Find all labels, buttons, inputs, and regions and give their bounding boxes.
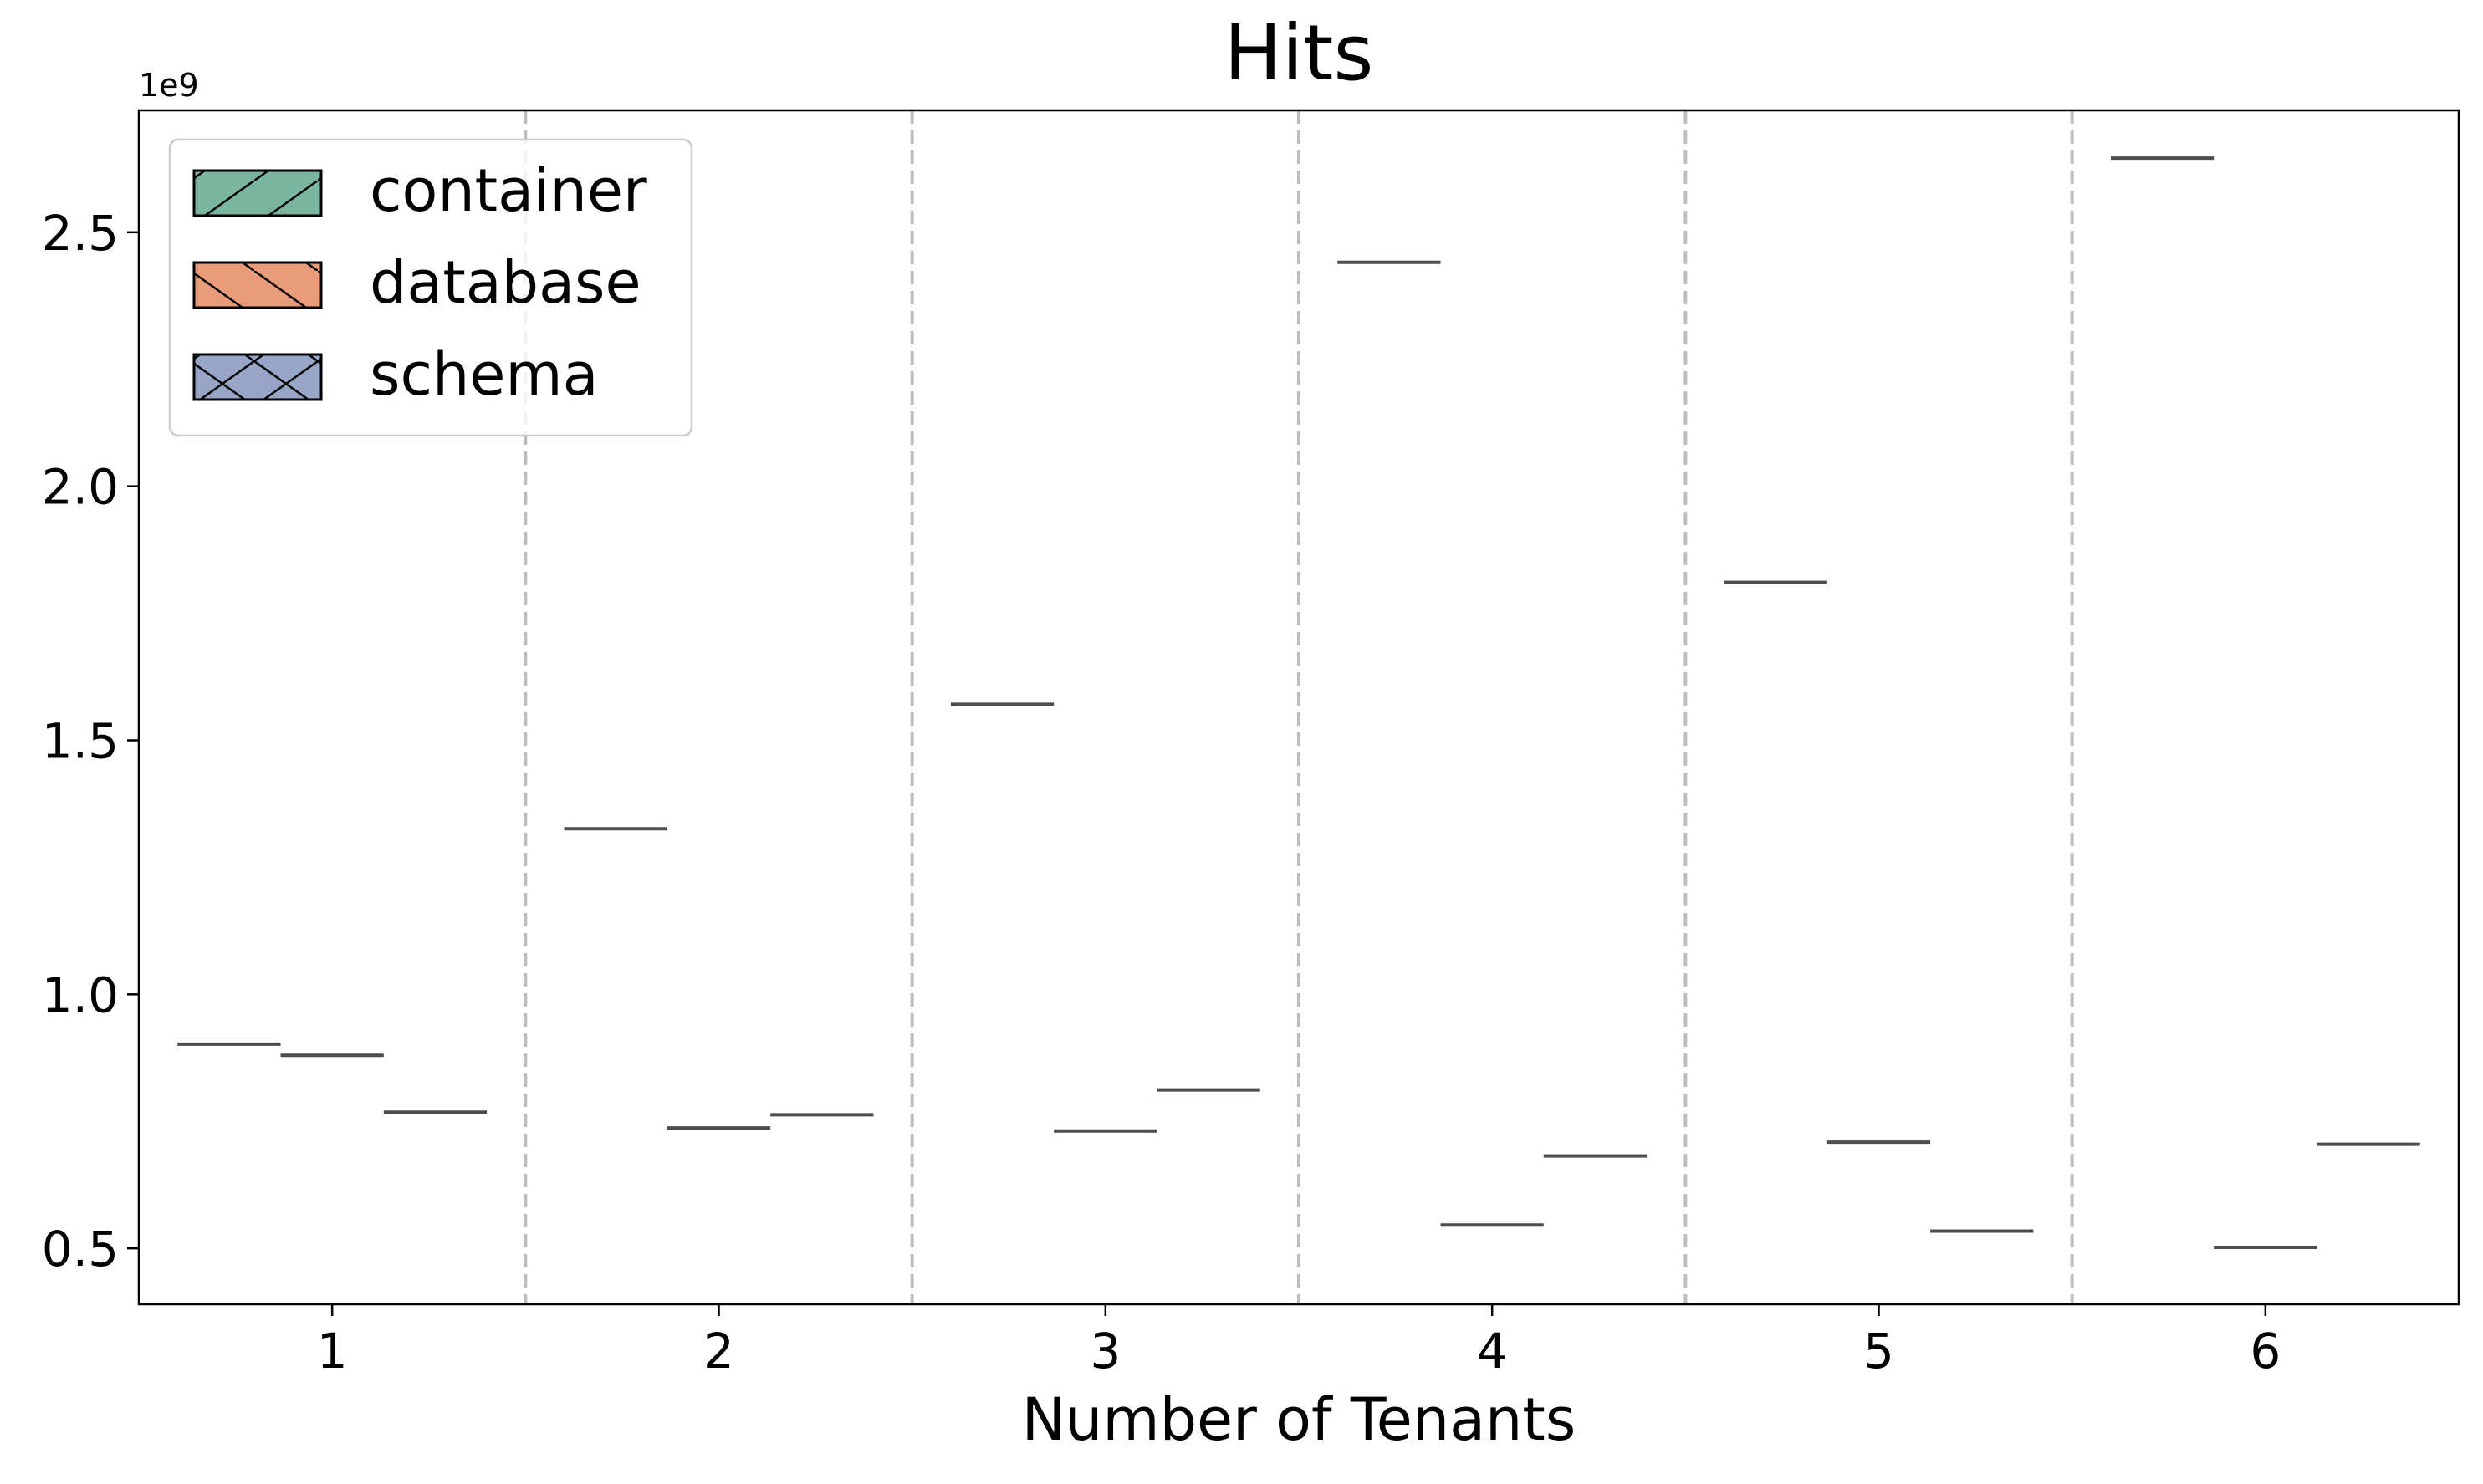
chart-title: Hits bbox=[1224, 8, 1374, 98]
x-tick-label: 6 bbox=[2250, 1323, 2281, 1379]
x-tick-label: 1 bbox=[317, 1323, 348, 1379]
x-tick-label: 2 bbox=[703, 1323, 734, 1379]
y-tick-label: 1.5 bbox=[42, 712, 119, 769]
legend-label: schema bbox=[370, 340, 598, 409]
legend-label: container bbox=[370, 156, 647, 225]
x-tick-label: 4 bbox=[1477, 1323, 1508, 1379]
legend-label: database bbox=[370, 248, 641, 317]
legend-swatch-hatch bbox=[192, 353, 323, 401]
x-axis-title: Number of Tenants bbox=[1022, 1385, 1576, 1454]
x-tick-label: 3 bbox=[1090, 1323, 1121, 1379]
y-tick-label: 2.0 bbox=[42, 459, 119, 516]
y-axis-offset-label: 1e9 bbox=[139, 67, 199, 104]
legend-swatch-hatch bbox=[192, 261, 323, 309]
x-tick-label: 5 bbox=[1863, 1323, 1894, 1379]
legend-swatch-hatch bbox=[192, 169, 323, 217]
y-tick-label: 2.5 bbox=[42, 205, 119, 262]
legend-item-container: container bbox=[192, 156, 647, 225]
legend-item-database: database bbox=[192, 248, 641, 317]
y-tick-label: 0.5 bbox=[42, 1221, 119, 1277]
x-axis: 1 2 3 4 5 6 bbox=[317, 1304, 2281, 1379]
y-axis: 0.5 1.0 1.5 2.0 2.5 bbox=[42, 205, 139, 1277]
category-separators bbox=[524, 110, 2074, 1304]
y-tick-label: 1.0 bbox=[42, 966, 119, 1023]
plot-area-frame bbox=[137, 109, 2460, 1306]
median-lines bbox=[177, 156, 2420, 1249]
legend: container database schema bbox=[168, 138, 693, 437]
legend-item-schema: schema bbox=[192, 340, 598, 409]
